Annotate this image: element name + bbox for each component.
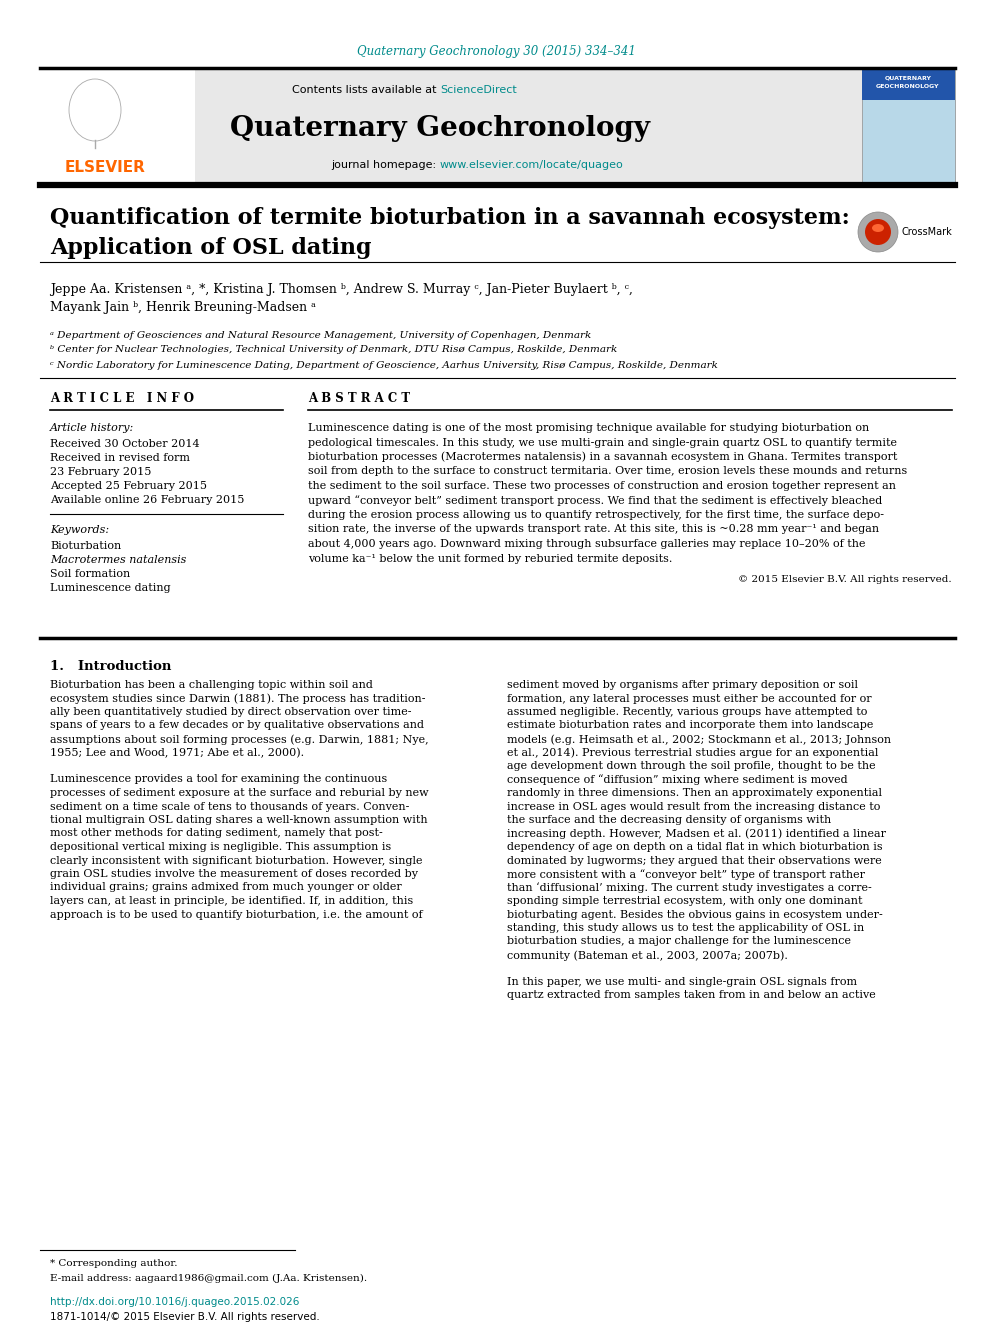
Text: Available online 26 February 2015: Available online 26 February 2015 [50, 495, 244, 505]
Text: Accepted 25 February 2015: Accepted 25 February 2015 [50, 482, 207, 491]
Text: spans of years to a few decades or by qualitative observations and: spans of years to a few decades or by qu… [50, 721, 424, 730]
Text: CrossMark: CrossMark [902, 228, 952, 237]
Text: ecosystem studies since Darwin (1881). The process has tradition-: ecosystem studies since Darwin (1881). T… [50, 693, 426, 704]
Text: ᶜ Nordic Laboratory for Luminescence Dating, Department of Geoscience, Aarhus Un: ᶜ Nordic Laboratory for Luminescence Dat… [50, 360, 718, 369]
Text: Luminescence dating: Luminescence dating [50, 583, 171, 593]
Text: about 4,000 years ago. Downward mixing through subsurface galleries may replace : about 4,000 years ago. Downward mixing t… [308, 538, 865, 549]
Text: ally been quantitatively studied by direct observation over time-: ally been quantitatively studied by dire… [50, 706, 412, 717]
Text: Article history:: Article history: [50, 423, 134, 433]
Text: models (e.g. Heimsath et al., 2002; Stockmann et al., 2013; Johnson: models (e.g. Heimsath et al., 2002; Stoc… [507, 734, 891, 745]
Text: depositional vertical mixing is negligible. This assumption is: depositional vertical mixing is negligib… [50, 841, 391, 852]
Text: individual grains; grains admixed from much younger or older: individual grains; grains admixed from m… [50, 882, 402, 893]
Text: 1955; Lee and Wood, 1971; Abe et al., 2000).: 1955; Lee and Wood, 1971; Abe et al., 20… [50, 747, 305, 758]
Text: sediment on a time scale of tens to thousands of years. Conven-: sediment on a time scale of tens to thou… [50, 802, 410, 811]
Text: community (Bateman et al., 2003, 2007a; 2007b).: community (Bateman et al., 2003, 2007a; … [507, 950, 788, 960]
Text: Quaternary Geochronology: Quaternary Geochronology [230, 115, 650, 142]
Text: Received 30 October 2014: Received 30 October 2014 [50, 439, 199, 448]
Text: A R T I C L E   I N F O: A R T I C L E I N F O [50, 392, 194, 405]
Text: QUATERNARY: QUATERNARY [885, 75, 931, 81]
Text: Keywords:: Keywords: [50, 525, 109, 534]
Text: Bioturbation has been a challenging topic within soil and: Bioturbation has been a challenging topi… [50, 680, 373, 691]
Text: 23 February 2015: 23 February 2015 [50, 467, 152, 478]
Text: increasing depth. However, Madsen et al. (2011) identified a linear: increasing depth. However, Madsen et al.… [507, 828, 886, 839]
Text: increase in OSL ages would result from the increasing distance to: increase in OSL ages would result from t… [507, 802, 880, 811]
Text: Macrotermes natalensis: Macrotermes natalensis [50, 556, 186, 565]
Text: In this paper, we use multi- and single-grain OSL signals from: In this paper, we use multi- and single-… [507, 976, 857, 987]
Text: journal homepage:: journal homepage: [331, 160, 440, 169]
Text: randomly in three dimensions. Then an approximately exponential: randomly in three dimensions. Then an ap… [507, 789, 882, 798]
Text: bioturbating agent. Besides the obvious gains in ecosystem under-: bioturbating agent. Besides the obvious … [507, 909, 883, 919]
Text: approach is to be used to quantify bioturbation, i.e. the amount of: approach is to be used to quantify biotu… [50, 909, 423, 919]
Text: clearly inconsistent with significant bioturbation. However, single: clearly inconsistent with significant bi… [50, 856, 423, 865]
FancyBboxPatch shape [40, 67, 862, 183]
Text: tional multigrain OSL dating shares a well-known assumption with: tional multigrain OSL dating shares a we… [50, 815, 428, 826]
Text: most other methods for dating sediment, namely that post-: most other methods for dating sediment, … [50, 828, 383, 839]
Text: consequence of “diffusion” mixing where sediment is moved: consequence of “diffusion” mixing where … [507, 774, 847, 786]
Text: www.elsevier.com/locate/quageo: www.elsevier.com/locate/quageo [440, 160, 624, 169]
Text: Received in revised form: Received in revised form [50, 452, 190, 463]
Text: Contents lists available at: Contents lists available at [292, 85, 440, 95]
Text: than ‘diffusional’ mixing. The current study investigates a corre-: than ‘diffusional’ mixing. The current s… [507, 882, 872, 893]
FancyBboxPatch shape [862, 67, 955, 101]
FancyBboxPatch shape [40, 67, 195, 183]
Text: Luminescence provides a tool for examining the continuous: Luminescence provides a tool for examini… [50, 774, 387, 785]
Text: sediment moved by organisms after primary deposition or soil: sediment moved by organisms after primar… [507, 680, 858, 691]
Text: the surface and the decreasing density of organisms with: the surface and the decreasing density o… [507, 815, 831, 826]
Text: 1.   Introduction: 1. Introduction [50, 660, 172, 673]
Text: during the erosion process allowing us to quantify retrospectively, for the firs: during the erosion process allowing us t… [308, 509, 884, 520]
Text: Quaternary Geochronology 30 (2015) 334–341: Quaternary Geochronology 30 (2015) 334–3… [356, 45, 636, 58]
Text: formation, any lateral processes must either be accounted for or: formation, any lateral processes must ei… [507, 693, 872, 704]
Text: processes of sediment exposure at the surface and reburial by new: processes of sediment exposure at the su… [50, 789, 429, 798]
Text: GEOCHRONOLOGY: GEOCHRONOLOGY [876, 85, 939, 90]
Text: Quantification of termite bioturbation in a savannah ecosystem:: Quantification of termite bioturbation i… [50, 206, 850, 229]
Text: © 2015 Elsevier B.V. All rights reserved.: © 2015 Elsevier B.V. All rights reserved… [738, 574, 952, 583]
Text: more consistent with a “conveyor belt” type of transport rather: more consistent with a “conveyor belt” t… [507, 869, 865, 880]
Text: sition rate, the inverse of the upwards transport rate. At this site, this is ~0: sition rate, the inverse of the upwards … [308, 524, 879, 534]
Text: et al., 2014). Previous terrestrial studies argue for an exponential: et al., 2014). Previous terrestrial stud… [507, 747, 878, 758]
Text: ScienceDirect: ScienceDirect [440, 85, 517, 95]
Text: age development down through the soil profile, thought to be the: age development down through the soil pr… [507, 761, 876, 771]
Text: sponding simple terrestrial ecosystem, with only one dominant: sponding simple terrestrial ecosystem, w… [507, 896, 862, 906]
Text: Soil formation: Soil formation [50, 569, 130, 579]
Text: ELSEVIER: ELSEVIER [65, 160, 146, 176]
Text: estimate bioturbation rates and incorporate them into landscape: estimate bioturbation rates and incorpor… [507, 721, 873, 730]
Text: Bioturbation: Bioturbation [50, 541, 121, 550]
Text: 1871-1014/© 2015 Elsevier B.V. All rights reserved.: 1871-1014/© 2015 Elsevier B.V. All right… [50, 1312, 319, 1322]
Circle shape [858, 212, 898, 251]
Text: pedological timescales. In this study, we use multi-grain and single-grain quart: pedological timescales. In this study, w… [308, 438, 897, 447]
Text: Jeppe Aa. Kristensen ᵃ, *, Kristina J. Thomsen ᵇ, Andrew S. Murray ᶜ, Jan-Pieter: Jeppe Aa. Kristensen ᵃ, *, Kristina J. T… [50, 283, 633, 296]
Text: grain OSL studies involve the measurement of doses recorded by: grain OSL studies involve the measuremen… [50, 869, 418, 878]
Text: layers can, at least in principle, be identified. If, in addition, this: layers can, at least in principle, be id… [50, 896, 414, 906]
Text: Application of OSL dating: Application of OSL dating [50, 237, 371, 259]
Text: assumptions about soil forming processes (e.g. Darwin, 1881; Nye,: assumptions about soil forming processes… [50, 734, 429, 745]
Text: http://dx.doi.org/10.1016/j.quageo.2015.02.026: http://dx.doi.org/10.1016/j.quageo.2015.… [50, 1297, 300, 1307]
Text: A B S T R A C T: A B S T R A C T [308, 392, 410, 405]
Text: Mayank Jain ᵇ, Henrik Breuning-Madsen ᵃ: Mayank Jain ᵇ, Henrik Breuning-Madsen ᵃ [50, 300, 316, 314]
Text: soil from depth to the surface to construct termitaria. Over time, erosion level: soil from depth to the surface to constr… [308, 467, 908, 476]
Text: standing, this study allows us to test the applicability of OSL in: standing, this study allows us to test t… [507, 923, 864, 933]
Text: upward “conveyor belt” sediment transport process. We find that the sediment is : upward “conveyor belt” sediment transpor… [308, 495, 882, 505]
Text: ᵃ Department of Geosciences and Natural Resource Management, University of Copen: ᵃ Department of Geosciences and Natural … [50, 331, 591, 340]
Text: assumed negligible. Recently, various groups have attempted to: assumed negligible. Recently, various gr… [507, 706, 867, 717]
FancyBboxPatch shape [862, 67, 955, 183]
Text: volume ka⁻¹ below the unit formed by reburied termite deposits.: volume ka⁻¹ below the unit formed by reb… [308, 553, 673, 564]
Text: E-mail address: aagaard1986@gmail.com (J.Aa. Kristensen).: E-mail address: aagaard1986@gmail.com (J… [50, 1274, 367, 1282]
Text: bioturbation processes (Macrotermes natalensis) in a savannah ecosystem in Ghana: bioturbation processes (Macrotermes nata… [308, 451, 898, 462]
Text: dependency of age on depth on a tidal flat in which bioturbation is: dependency of age on depth on a tidal fl… [507, 841, 883, 852]
Text: dominated by lugworms; they argued that their observations were: dominated by lugworms; they argued that … [507, 856, 882, 865]
Text: the sediment to the soil surface. These two processes of construction and erosio: the sediment to the soil surface. These … [308, 482, 896, 491]
Text: Luminescence dating is one of the most promising technique available for studyin: Luminescence dating is one of the most p… [308, 423, 869, 433]
Text: * Corresponding author.: * Corresponding author. [50, 1259, 178, 1269]
Ellipse shape [872, 224, 884, 232]
Text: bioturbation studies, a major challenge for the luminescence: bioturbation studies, a major challenge … [507, 937, 851, 946]
Text: quartz extracted from samples taken from in and below an active: quartz extracted from samples taken from… [507, 991, 876, 1000]
Text: ᵇ Center for Nuclear Technologies, Technical University of Denmark, DTU Risø Cam: ᵇ Center for Nuclear Technologies, Techn… [50, 345, 617, 355]
Circle shape [865, 220, 891, 245]
